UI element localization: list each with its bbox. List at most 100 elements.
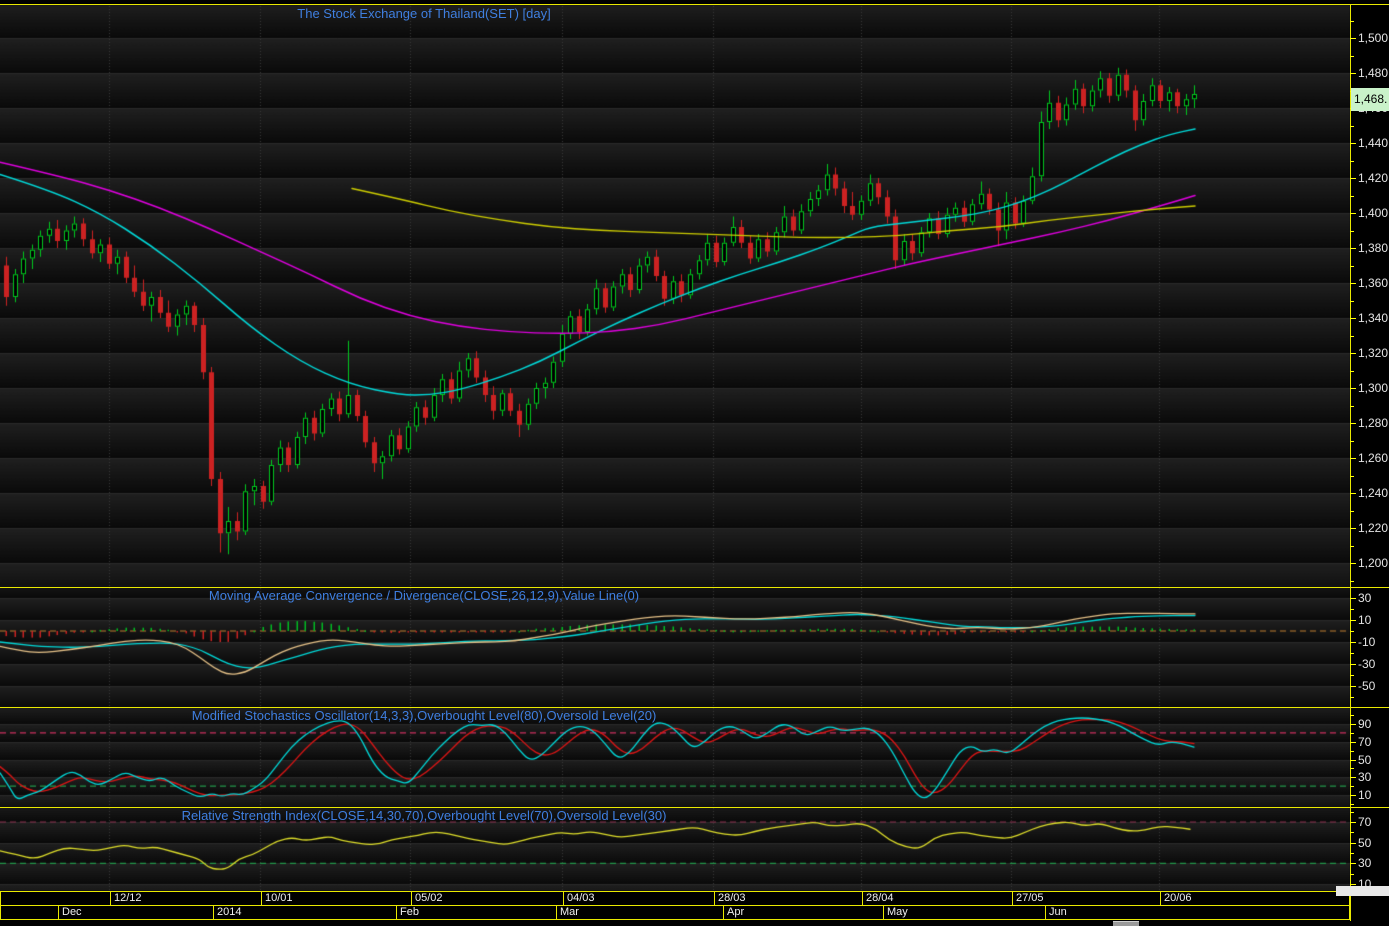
panel-divider-macd[interactable]	[0, 587, 1389, 588]
y-axis-tick	[1350, 178, 1356, 179]
y-axis-tick	[1350, 441, 1354, 442]
x-axis-date-label: 27/05	[1016, 892, 1044, 904]
y-axis-label: 1,260	[1358, 451, 1389, 465]
y-axis-tick	[1350, 266, 1354, 267]
y-axis-tick	[1350, 581, 1354, 582]
x-axis-month-tick	[883, 906, 884, 919]
y-axis-tick	[1350, 786, 1354, 787]
axis-corner-box	[1336, 886, 1389, 896]
y-axis-label: -10	[1358, 635, 1376, 649]
x-axis-date-label: 20/06	[1164, 892, 1192, 904]
y-axis-label: 10	[1358, 788, 1372, 802]
x-axis-date-tick	[714, 892, 715, 905]
y-axis-tick	[1350, 686, 1356, 687]
y-axis-label: 1,200	[1358, 556, 1389, 570]
y-axis-tick	[1350, 248, 1356, 249]
x-axis-date-label: 04/03	[567, 892, 595, 904]
top-border-line	[0, 4, 1389, 5]
y-axis-label: 1,300	[1358, 381, 1389, 395]
y-axis-tick	[1350, 406, 1354, 407]
x-axis-month-tick	[1045, 906, 1046, 919]
y-axis-label: 1,400	[1358, 206, 1389, 220]
y-axis-label: 10	[1358, 613, 1372, 627]
y-axis-tick	[1350, 642, 1356, 643]
x-axis-date-tick	[261, 892, 262, 905]
x-axis-month-tick	[556, 906, 557, 919]
y-axis-tick	[1350, 126, 1354, 127]
x-axis-date-tick	[1012, 892, 1013, 905]
x-axis-date-tick	[110, 892, 111, 905]
y-axis-tick	[1350, 563, 1356, 564]
y-axis-tick	[1350, 196, 1354, 197]
y-axis-tick	[1350, 546, 1354, 547]
y-axis-tick	[1350, 874, 1354, 875]
y-axis-tick	[1350, 458, 1356, 459]
y-axis-tick	[1350, 863, 1356, 864]
y-axis-label: 1,420	[1358, 171, 1389, 185]
y-axis-tick	[1350, 620, 1356, 621]
y-axis-tick	[1350, 371, 1354, 372]
last-price-tag: 1,468.	[1351, 88, 1389, 111]
y-axis-tick	[1350, 715, 1354, 716]
x-axis-month-label: Apr	[727, 906, 745, 918]
panel-divider-stochastics[interactable]	[0, 707, 1389, 708]
y-axis-tick	[1350, 598, 1356, 599]
x-axis-date-label: 05/02	[415, 892, 443, 904]
y-axis-label: -30	[1358, 657, 1376, 671]
y-axis-label: 50	[1358, 753, 1372, 767]
y-axis-tick	[1350, 812, 1354, 813]
y-axis-label: 1,380	[1358, 241, 1389, 255]
x-axis-month-tick	[213, 906, 214, 919]
x-axis-month-tick	[396, 906, 397, 919]
y-axis-label: 70	[1358, 815, 1372, 829]
y-axis-tick	[1350, 213, 1356, 214]
x-axis-date-label: 10/01	[265, 892, 293, 904]
x-axis-date-label: 12/12	[114, 892, 142, 904]
y-axis-label: 1,500	[1358, 31, 1389, 45]
x-axis-date-tick	[411, 892, 412, 905]
y-axis-label: 30	[1358, 856, 1372, 870]
y-axis-line	[1350, 4, 1351, 921]
horizontal-scrollbar-thumb[interactable]	[1113, 921, 1139, 926]
y-axis-tick	[1350, 760, 1356, 761]
y-axis-tick	[1350, 843, 1356, 844]
y-axis-tick	[1350, 318, 1356, 319]
panel-divider-rsi[interactable]	[0, 807, 1389, 808]
y-axis-tick	[1350, 742, 1356, 743]
y-axis-label: 1,320	[1358, 346, 1389, 360]
x-axis-month-row: Dec 2014 Feb Mar Apr May Jun	[0, 905, 1350, 920]
y-axis-label: 1,480	[1358, 66, 1389, 80]
y-axis-tick	[1350, 697, 1354, 698]
y-axis-tick	[1350, 73, 1356, 74]
y-axis-tick	[1350, 476, 1354, 477]
x-axis-month-label: Feb	[400, 906, 419, 918]
y-axis-tick	[1350, 832, 1354, 833]
y-axis-label: -50	[1358, 679, 1376, 693]
y-axis-tick	[1350, 423, 1356, 424]
y-axis-label: 30	[1358, 770, 1372, 784]
y-axis-tick	[1350, 283, 1356, 284]
x-axis-month-tick	[723, 906, 724, 919]
y-axis-tick	[1350, 853, 1354, 854]
x-axis-month-label: Jun	[1049, 906, 1067, 918]
y-axis-tick	[1350, 231, 1354, 232]
y-axis-tick	[1350, 609, 1354, 610]
y-axis-tick	[1350, 777, 1356, 778]
y-axis-label: 1,340	[1358, 311, 1389, 325]
y-axis-tick	[1350, 884, 1356, 885]
x-axis-month-label: 2014	[217, 906, 242, 918]
y-axis-label: 90	[1358, 717, 1372, 731]
y-axis-tick	[1350, 388, 1356, 389]
y-axis-tick	[1350, 751, 1354, 752]
y-axis-label: 70	[1358, 735, 1372, 749]
x-axis-month-tick	[58, 906, 59, 919]
y-axis-tick	[1350, 336, 1354, 337]
x-axis-month-label: May	[887, 906, 908, 918]
y-axis-label: 1,440	[1358, 136, 1389, 150]
y-axis-tick	[1350, 768, 1354, 769]
y-axis-tick	[1350, 21, 1354, 22]
x-axis-date-tick	[563, 892, 564, 905]
y-axis-label: 1,240	[1358, 486, 1389, 500]
y-axis-tick	[1350, 664, 1356, 665]
